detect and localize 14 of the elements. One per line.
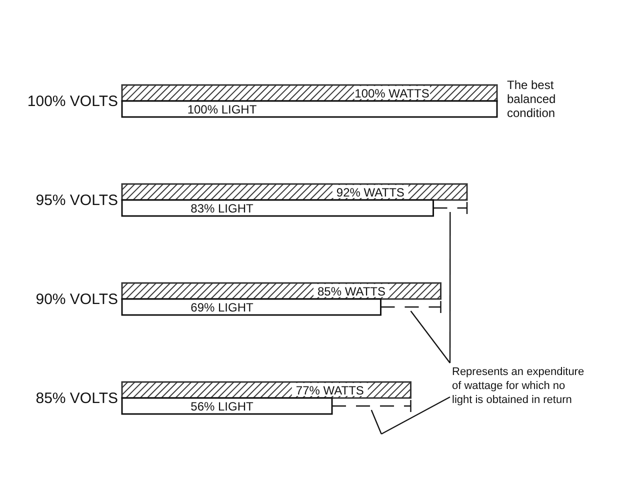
data-label: 92% WATTS	[336, 186, 404, 200]
y-tick-label: 85% VOLTS	[36, 390, 118, 407]
data-label: 83% LIGHT	[190, 202, 254, 216]
data-label: 56% LIGHT	[190, 400, 254, 414]
data-label: 100% LIGHT	[187, 102, 258, 116]
data-label: 69% LIGHT	[190, 300, 254, 314]
data-label: 85% WATTS	[317, 284, 386, 298]
text: The best balanced condition	[507, 78, 556, 120]
data-label: 77% WATTS	[296, 384, 364, 398]
data-label: 100% WATTS	[354, 86, 430, 100]
y-tick-label: 90% VOLTS	[36, 291, 118, 308]
y-tick-label: 95% VOLTS	[36, 192, 118, 209]
y-tick-label: 100% VOLTS	[27, 93, 118, 110]
annotation: Represents an expenditure of wattage for which no light is obtained in return	[452, 366, 584, 406]
